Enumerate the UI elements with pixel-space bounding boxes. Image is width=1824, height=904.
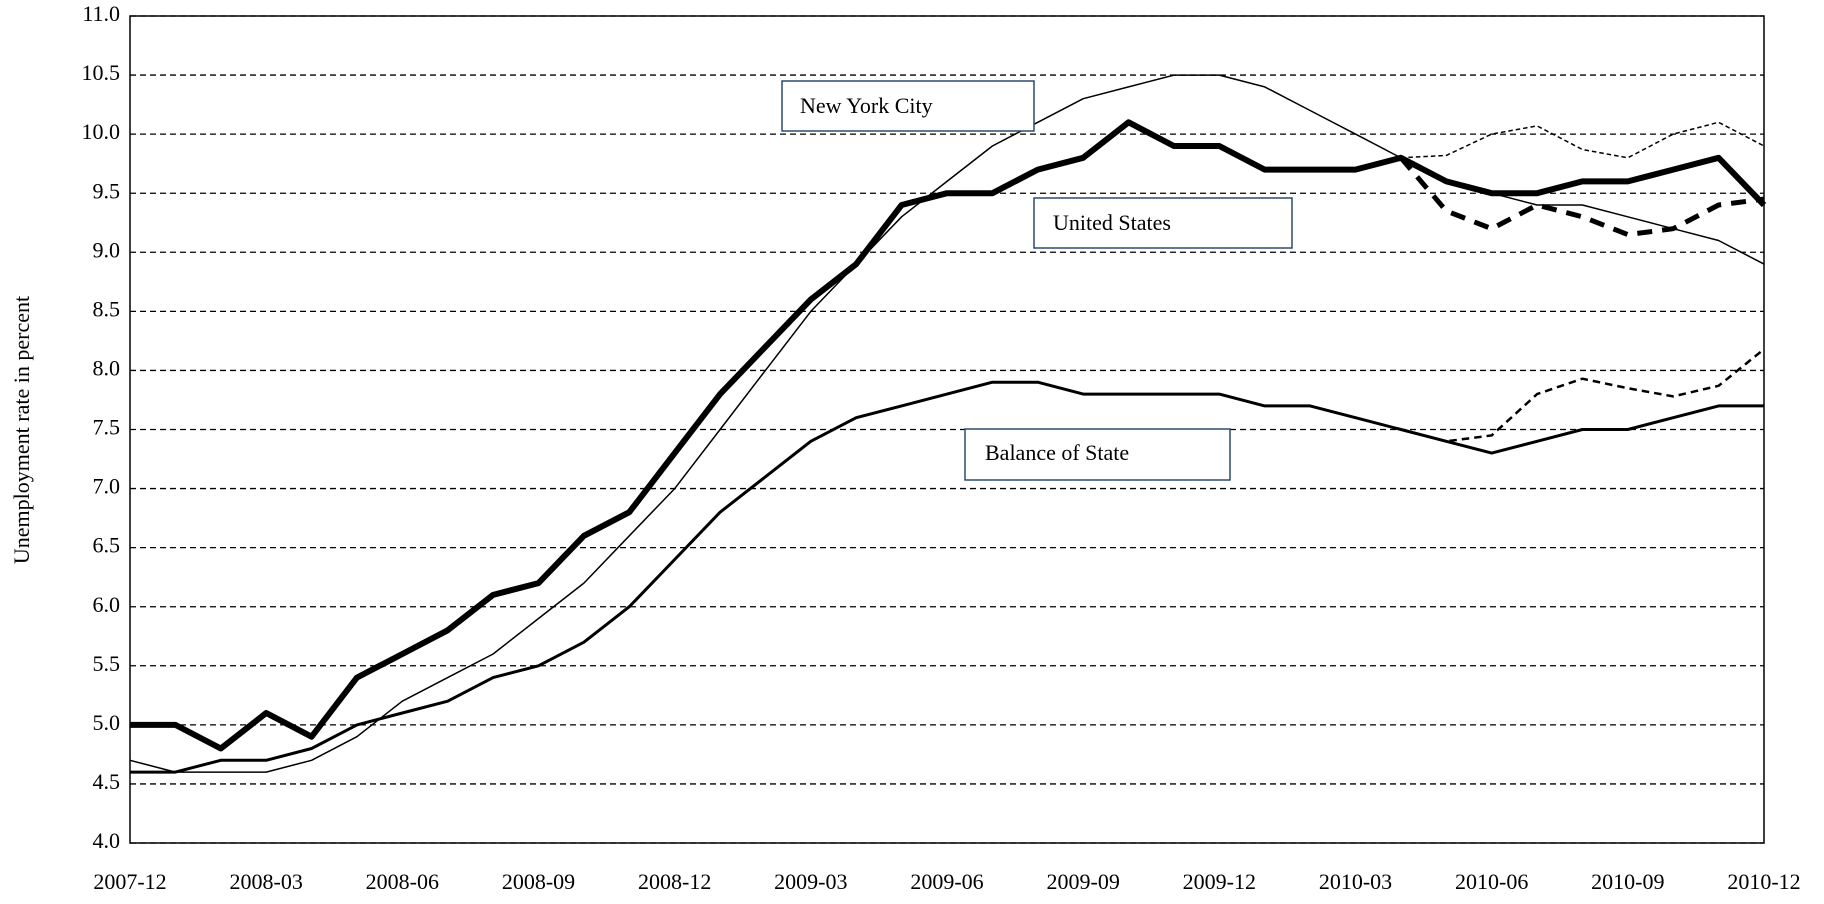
x-tick-label: 2010-06 (1455, 869, 1528, 894)
label-box (964, 428, 1231, 481)
x-tick-label: 2010-03 (1319, 869, 1392, 894)
y-tick-label: 4.5 (93, 769, 121, 794)
series-line (1400, 121, 1765, 159)
series-label: United States (1053, 210, 1171, 235)
y-tick-label: 5.5 (93, 651, 121, 676)
y-tick-label: 8.0 (93, 355, 121, 380)
y-tick-label: 8.5 (93, 296, 121, 321)
y-tick-label: 9.0 (93, 237, 121, 262)
y-tick-label: 10.0 (82, 119, 121, 144)
y-axis-label: Unemployment rate in percent (9, 296, 34, 564)
x-tick-label: 2010-09 (1591, 869, 1664, 894)
x-tick-label: 2008-03 (230, 869, 303, 894)
series-line (130, 380, 1764, 774)
x-tick-label: 2008-06 (366, 869, 439, 894)
label-box (781, 80, 1035, 132)
label-box (1033, 197, 1293, 249)
series-line (1398, 156, 1765, 238)
y-tick-label: 9.5 (93, 178, 121, 203)
x-tick-label: 2009-06 (910, 869, 983, 894)
x-tick-label: 2008-09 (502, 869, 575, 894)
y-tick-label: 4.0 (93, 828, 121, 853)
y-tick-label: 7.0 (93, 474, 121, 499)
y-tick-label: 7.5 (93, 415, 121, 440)
x-tick-label: 2009-12 (1183, 869, 1256, 894)
x-tick-label: 2007-12 (93, 869, 166, 894)
series-label: Balance of State (985, 440, 1129, 465)
y-tick-label: 5.0 (93, 710, 121, 735)
x-tick-label: 2010-12 (1727, 869, 1800, 894)
series-line (130, 119, 1767, 752)
x-tick-label: 2008-12 (638, 869, 711, 894)
y-tick-label: 6.5 (93, 533, 121, 558)
x-tick-label: 2009-09 (1047, 869, 1120, 894)
y-tick-label: 11.0 (82, 1, 120, 26)
series-line (1400, 348, 1765, 443)
series-label: New York City (800, 93, 933, 118)
y-tick-label: 6.0 (93, 592, 121, 617)
y-tick-label: 10.5 (82, 60, 121, 85)
x-tick-label: 2009-03 (774, 869, 847, 894)
series-line (129, 74, 1765, 773)
